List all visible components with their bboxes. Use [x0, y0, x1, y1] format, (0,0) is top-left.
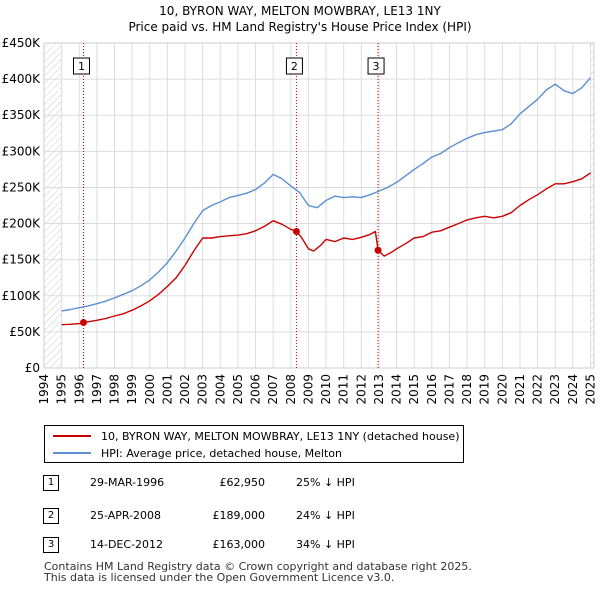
x-tick-label: 2008: [284, 374, 298, 405]
y-tick-label: £400K: [2, 72, 42, 86]
sale-point: [79, 319, 87, 327]
sale-marker-label: 2: [291, 60, 298, 73]
legend-swatch-hpi: [53, 452, 91, 454]
table-row: 3 14-DEC-2012 £163,000 34% ↓ HPI: [40, 535, 460, 553]
x-tick-label: 2017: [442, 374, 456, 405]
legend-swatch-property: [53, 435, 91, 437]
x-tick-label: 2011: [337, 374, 351, 405]
x-tick-label: 2019: [478, 374, 492, 405]
sale-marker-label: 1: [78, 60, 85, 73]
sale-date: 14-DEC-2012: [90, 538, 164, 551]
sale-number-badge: 1: [43, 475, 59, 491]
table-row: 2 25-APR-2008 £189,000 24% ↓ HPI: [40, 506, 460, 524]
legend-label-hpi: HPI: Average price, detached house, Melt…: [101, 446, 342, 460]
chart-legend: 10, BYRON WAY, MELTON MOWBRAY, LE13 1NY …: [44, 425, 464, 463]
hpi-line: [61, 77, 592, 312]
x-tick-label: 2005: [231, 374, 245, 405]
x-tick-label: 1994: [37, 374, 51, 405]
x-tick-label: 1999: [125, 374, 139, 405]
sale-date: 29-MAR-1996: [90, 476, 165, 489]
footer-licence: This data is licensed under the Open Gov…: [44, 571, 395, 584]
y-tick-label: £200K: [2, 217, 42, 231]
x-tick-label: 2013: [372, 374, 386, 405]
x-tick-label: 2010: [319, 374, 333, 405]
x-tick-label: 2014: [390, 374, 404, 405]
sale-price: £189,000: [212, 509, 266, 522]
y-tick-label: £250K: [2, 180, 42, 194]
x-tick-label: 2016: [425, 374, 439, 405]
legend-label-property: 10, BYRON WAY, MELTON MOWBRAY, LE13 1NY …: [101, 429, 460, 443]
sale-number-badge: 3: [43, 537, 59, 553]
sale-hpi-diff: 25% ↓ HPI: [296, 476, 355, 489]
x-tick-label: 2022: [531, 374, 545, 405]
y-tick-label: £0: [25, 361, 40, 375]
footer-notice: Contains HM Land Registry data © Crown c…: [44, 561, 472, 583]
y-tick-label: £150K: [2, 253, 42, 267]
x-tick-label: 1995: [55, 374, 69, 405]
sale-point: [374, 246, 382, 254]
footer-copyright: Contains HM Land Registry data © Crown c…: [44, 560, 472, 573]
hatched-region: [44, 43, 62, 368]
legend-item-hpi: HPI: Average price, detached house, Melt…: [53, 445, 342, 461]
sale-number-badge: 2: [43, 508, 59, 524]
x-tick-label: 2024: [566, 374, 580, 405]
y-tick-label: £100K: [2, 289, 42, 303]
x-tick-label: 2020: [495, 374, 509, 405]
x-tick-label: 2004: [213, 374, 227, 405]
y-tick-label: £50K: [9, 325, 41, 339]
sale-marker-box: [285, 57, 303, 75]
x-tick-label: 2025: [583, 374, 597, 405]
y-tick-label: £300K: [2, 144, 42, 158]
sale-hpi-diff: 24% ↓ HPI: [296, 509, 355, 522]
x-tick-label: 2006: [249, 374, 263, 405]
x-tick-label: 2002: [178, 374, 192, 405]
x-tick-label: 1996: [72, 374, 86, 405]
x-tick-label: 1997: [90, 374, 104, 405]
x-tick-label: 2007: [266, 374, 280, 405]
x-tick-label: 2023: [548, 374, 562, 405]
sale-point: [292, 228, 300, 235]
property-price-line: [61, 172, 591, 326]
hatched-region: [590, 43, 594, 368]
legend-item-property: 10, BYRON WAY, MELTON MOWBRAY, LE13 1NY …: [53, 428, 460, 444]
sale-date: 25-APR-2008: [90, 509, 162, 522]
x-tick-label: 2000: [143, 374, 157, 405]
chart-subtitle: Price paid vs. HM Land Registry's House …: [128, 20, 472, 34]
x-tick-label: 2009: [301, 374, 315, 405]
x-tick-label: 2003: [196, 374, 210, 405]
plot-border: [43, 42, 595, 369]
chart-title: 10, BYRON WAY, MELTON MOWBRAY, LE13 1NY: [159, 4, 441, 18]
sale-price: £163,000: [212, 538, 266, 551]
y-tick-label: £450K: [2, 36, 42, 50]
x-tick-label: 2021: [513, 374, 527, 405]
sale-price: £62,950: [219, 476, 266, 489]
y-tick-label: £350K: [2, 108, 42, 122]
x-tick-label: 2012: [354, 374, 368, 405]
sale-marker-label: 3: [373, 60, 380, 73]
sale-marker-box: [367, 57, 385, 75]
sale-marker-box: [72, 57, 90, 75]
sale-hpi-diff: 34% ↓ HPI: [296, 538, 355, 551]
table-row: 1 29-MAR-1996 £62,950 25% ↓ HPI: [40, 473, 460, 491]
x-tick-label: 2001: [160, 374, 174, 405]
x-tick-label: 1998: [108, 374, 122, 405]
x-tick-label: 2015: [407, 374, 421, 405]
x-tick-label: 2018: [460, 374, 474, 405]
price-chart: £0 £50K £100K £150K £200K £250K £300K £350K £400…: [2, 36, 598, 405]
